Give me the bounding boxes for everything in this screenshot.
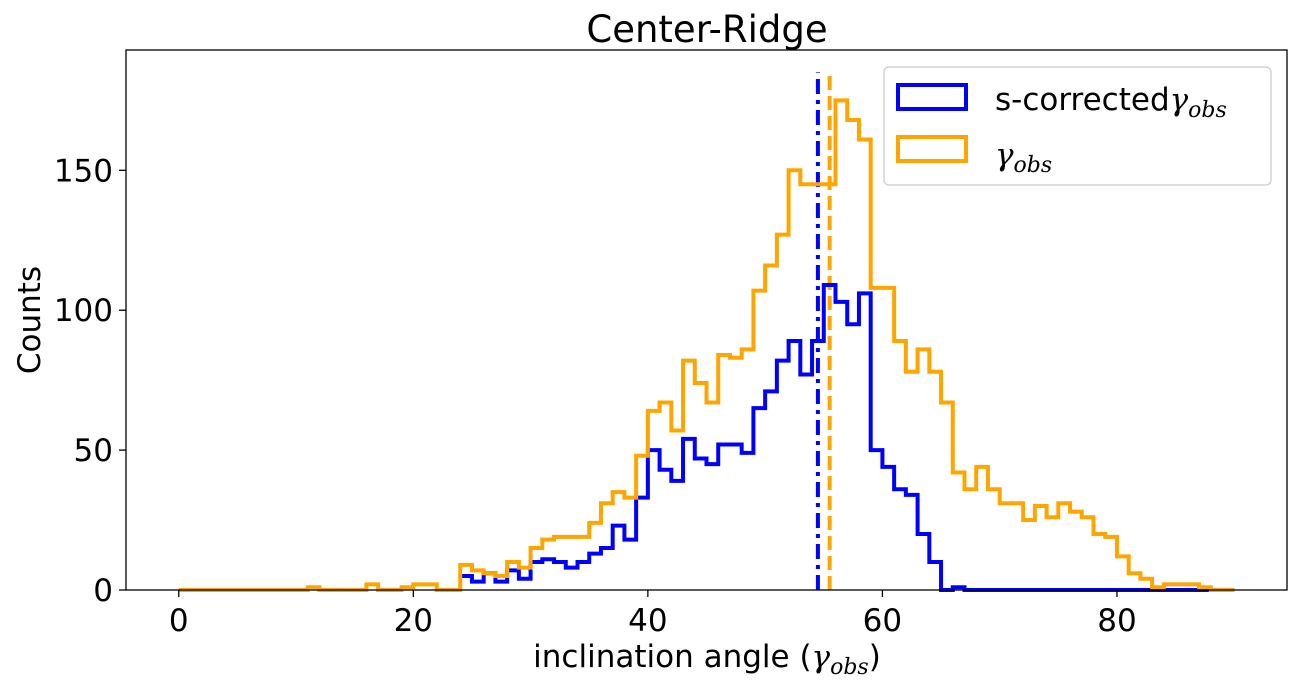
- legend-label-gamma-symbol: γ: [995, 137, 1014, 173]
- x-axis-label-suffix: ): [869, 639, 881, 675]
- x-tick-label-0: 0: [169, 603, 189, 639]
- x-tick-label-40: 40: [628, 603, 667, 639]
- y-tick-label-50: 50: [74, 433, 113, 469]
- legend-label-gamma: γobs: [995, 137, 1052, 178]
- series-line-1: [178, 98, 1235, 592]
- x-axis-label: inclination angle (γobs): [533, 639, 881, 680]
- y-tick-label-100: 100: [54, 293, 113, 329]
- legend-label-gamma-subscript: obs: [1014, 153, 1053, 178]
- x-tick-label-60: 60: [863, 603, 902, 639]
- y-axis-ticks: 0 50 100 150: [54, 153, 126, 609]
- x-tick-label-80: 80: [1097, 603, 1136, 639]
- legend-box: [883, 66, 1272, 186]
- legend-label-s-corrected: s-correctedγobs: [995, 82, 1227, 123]
- legend-label-s-corrected-symbol: γ: [1170, 82, 1189, 118]
- legend-swatch-gamma: [896, 135, 968, 163]
- legend-label-s-corrected-prefix: s-corrected: [995, 82, 1170, 118]
- y-tick-label-150: 150: [54, 153, 113, 189]
- x-axis-label-prefix: inclination angle (: [533, 639, 811, 675]
- legend-label-s-corrected-subscript: obs: [1188, 98, 1227, 123]
- x-axis-ticks: 0 20 40 60 80: [169, 590, 1137, 639]
- legend-swatch-s-corrected: [896, 83, 968, 111]
- axes-frame: [125, 49, 1288, 591]
- chart-title: Center-Ridge: [586, 8, 827, 51]
- x-axis-label-subscript: obs: [830, 655, 869, 680]
- legend: s-correctedγobs γobs: [883, 66, 1272, 186]
- x-axis-label-symbol: γ: [812, 639, 831, 675]
- series-1: [178, 98, 1235, 592]
- y-tick-label-0: 0: [93, 573, 113, 609]
- x-tick-label-20: 20: [394, 603, 433, 639]
- median-lines: [815, 72, 832, 590]
- y-axis-label: Counts: [12, 266, 48, 374]
